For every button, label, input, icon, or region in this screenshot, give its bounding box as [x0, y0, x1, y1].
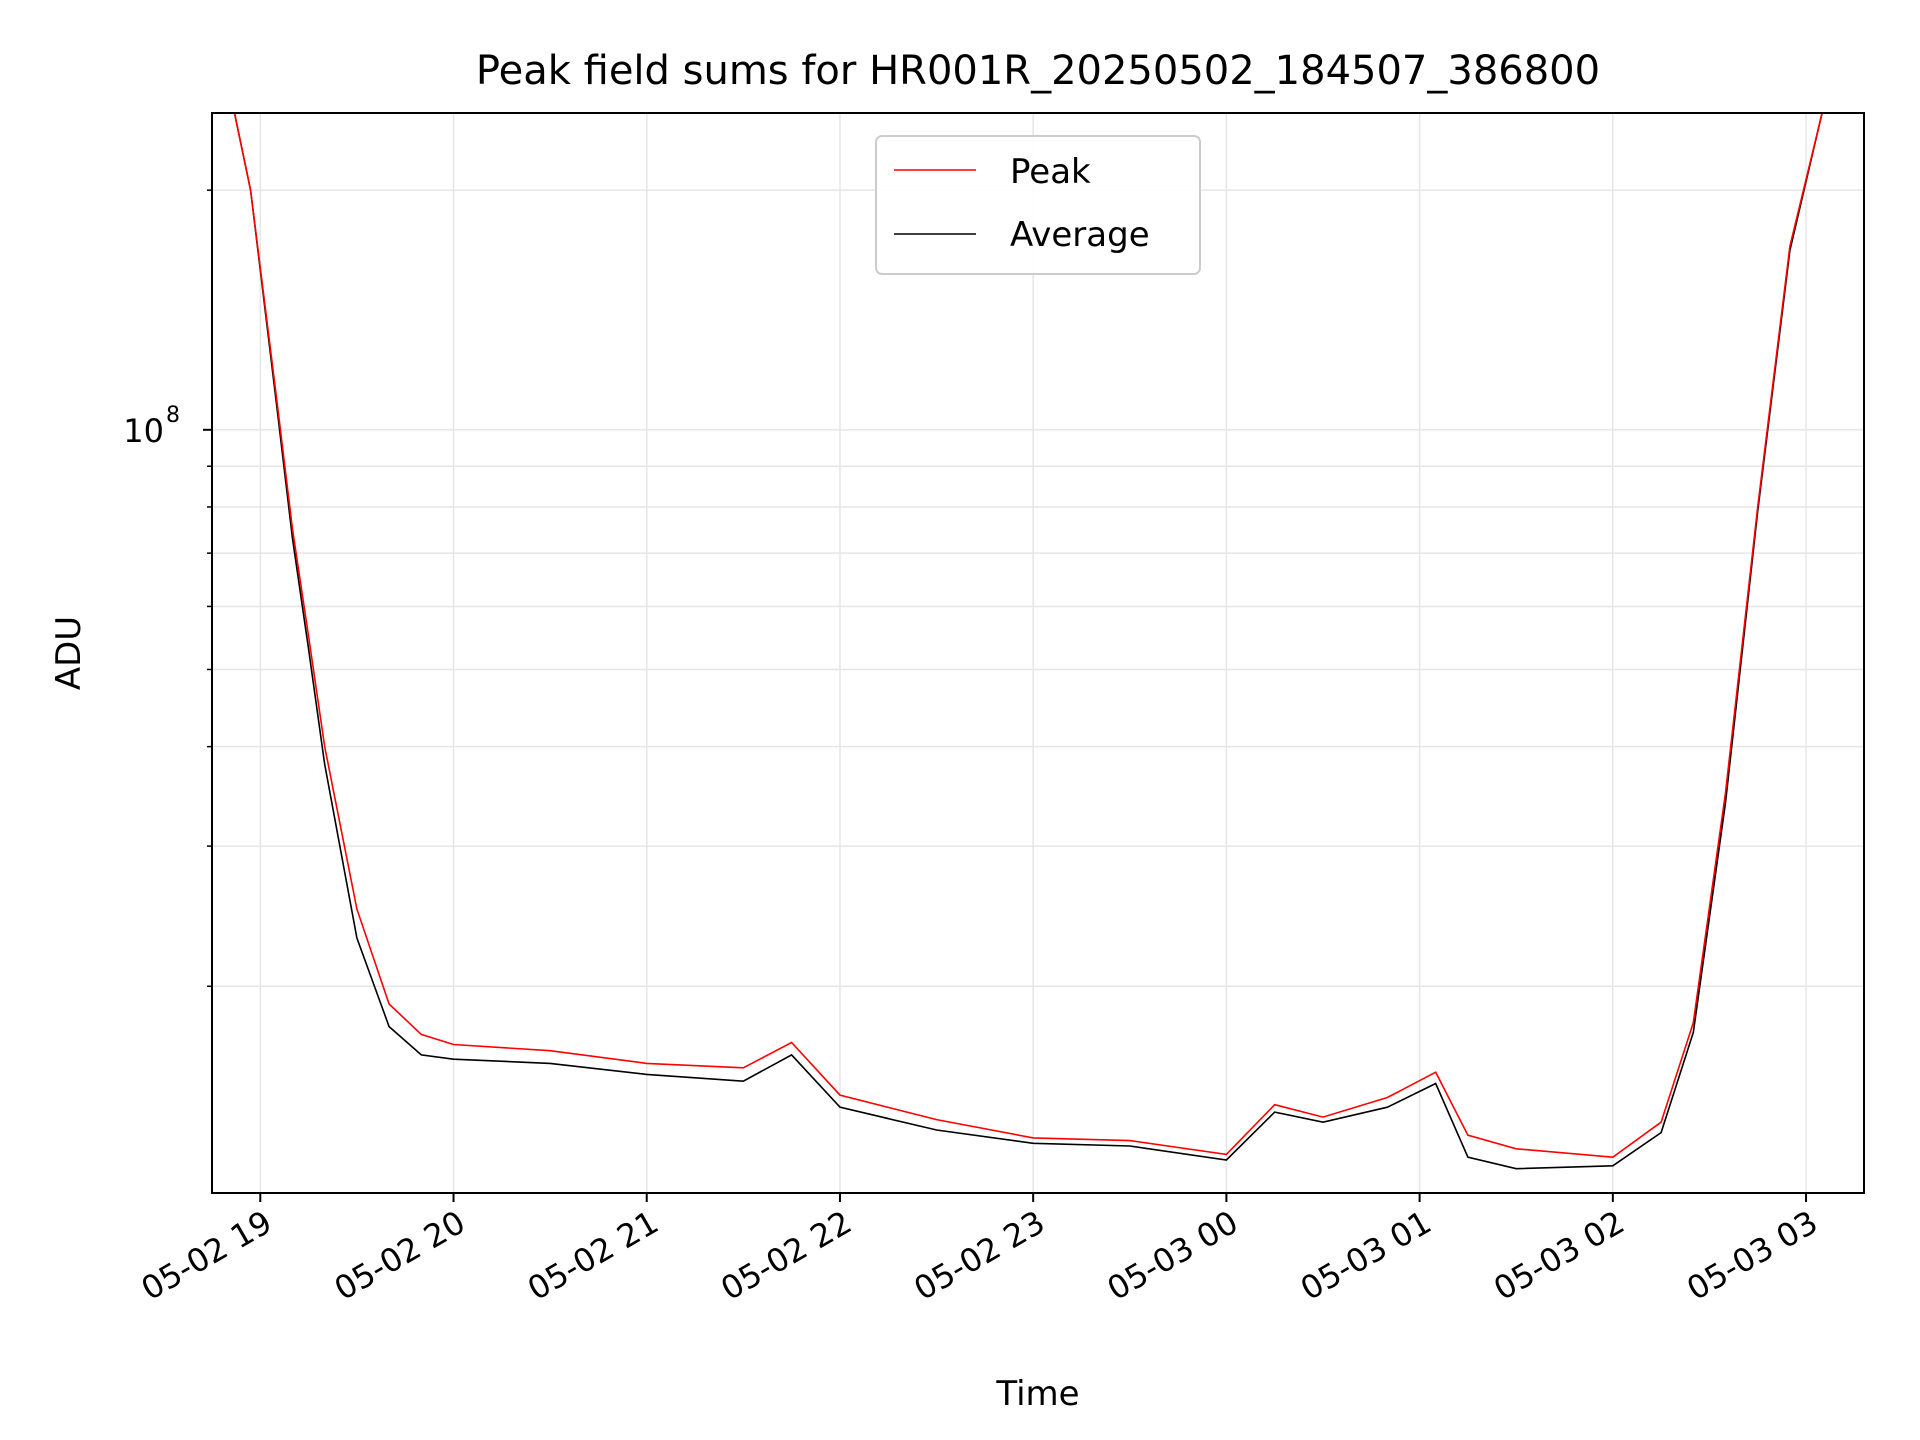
legend-average-label: Average — [1010, 215, 1150, 255]
grid — [212, 113, 1864, 1193]
plot-frame — [211, 112, 1865, 1194]
y-tick-label-exponent: 8 — [166, 403, 180, 428]
chart-title: Peak field sums for HR001R_20250502_1845… — [476, 48, 1600, 94]
y-tick-label: 10 — [123, 412, 164, 450]
legend: Peak Average — [875, 135, 1201, 275]
series-line-average — [233, 113, 1839, 1170]
y-axis-label: ADU — [49, 616, 89, 690]
x-axis-label: Time — [995, 1374, 1079, 1414]
plot-series — [233, 113, 1839, 1170]
legend-peak-label: Peak — [1010, 152, 1091, 192]
series-line-peak — [233, 113, 1839, 1159]
y-axis: 10 8 — [123, 189, 212, 988]
